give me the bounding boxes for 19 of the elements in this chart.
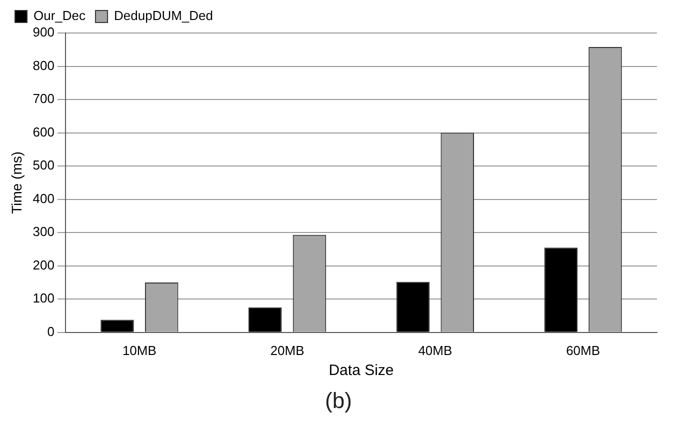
x-tick-label: 20MB [270,342,304,358]
y-tick-label: 700 [32,91,54,106]
y-axis-title: Time (ms) [8,151,24,214]
y-tick-label: 800 [32,58,54,73]
y-tick-label: 900 [32,24,54,40]
y-tick-label: 100 [32,290,54,306]
x-tick-label: 10MB [122,342,156,358]
x-tick-label: 60MB [566,342,600,358]
y-tick-label: 600 [32,124,54,140]
text: (b) [324,388,353,414]
y-tick-label: 300 [32,224,54,240]
y-tick-label: 200 [32,257,54,272]
y-tick-label: 400 [32,190,54,206]
y-tick-label: 0 [47,324,54,339]
legend-label: Our_Dec [34,8,86,24]
x-tick-label: 40MB [418,342,452,358]
y-tick-label: 500 [32,158,54,173]
legend-label: DedupDUM_Ded [114,8,214,24]
x-axis-title: Data Size [328,362,394,380]
